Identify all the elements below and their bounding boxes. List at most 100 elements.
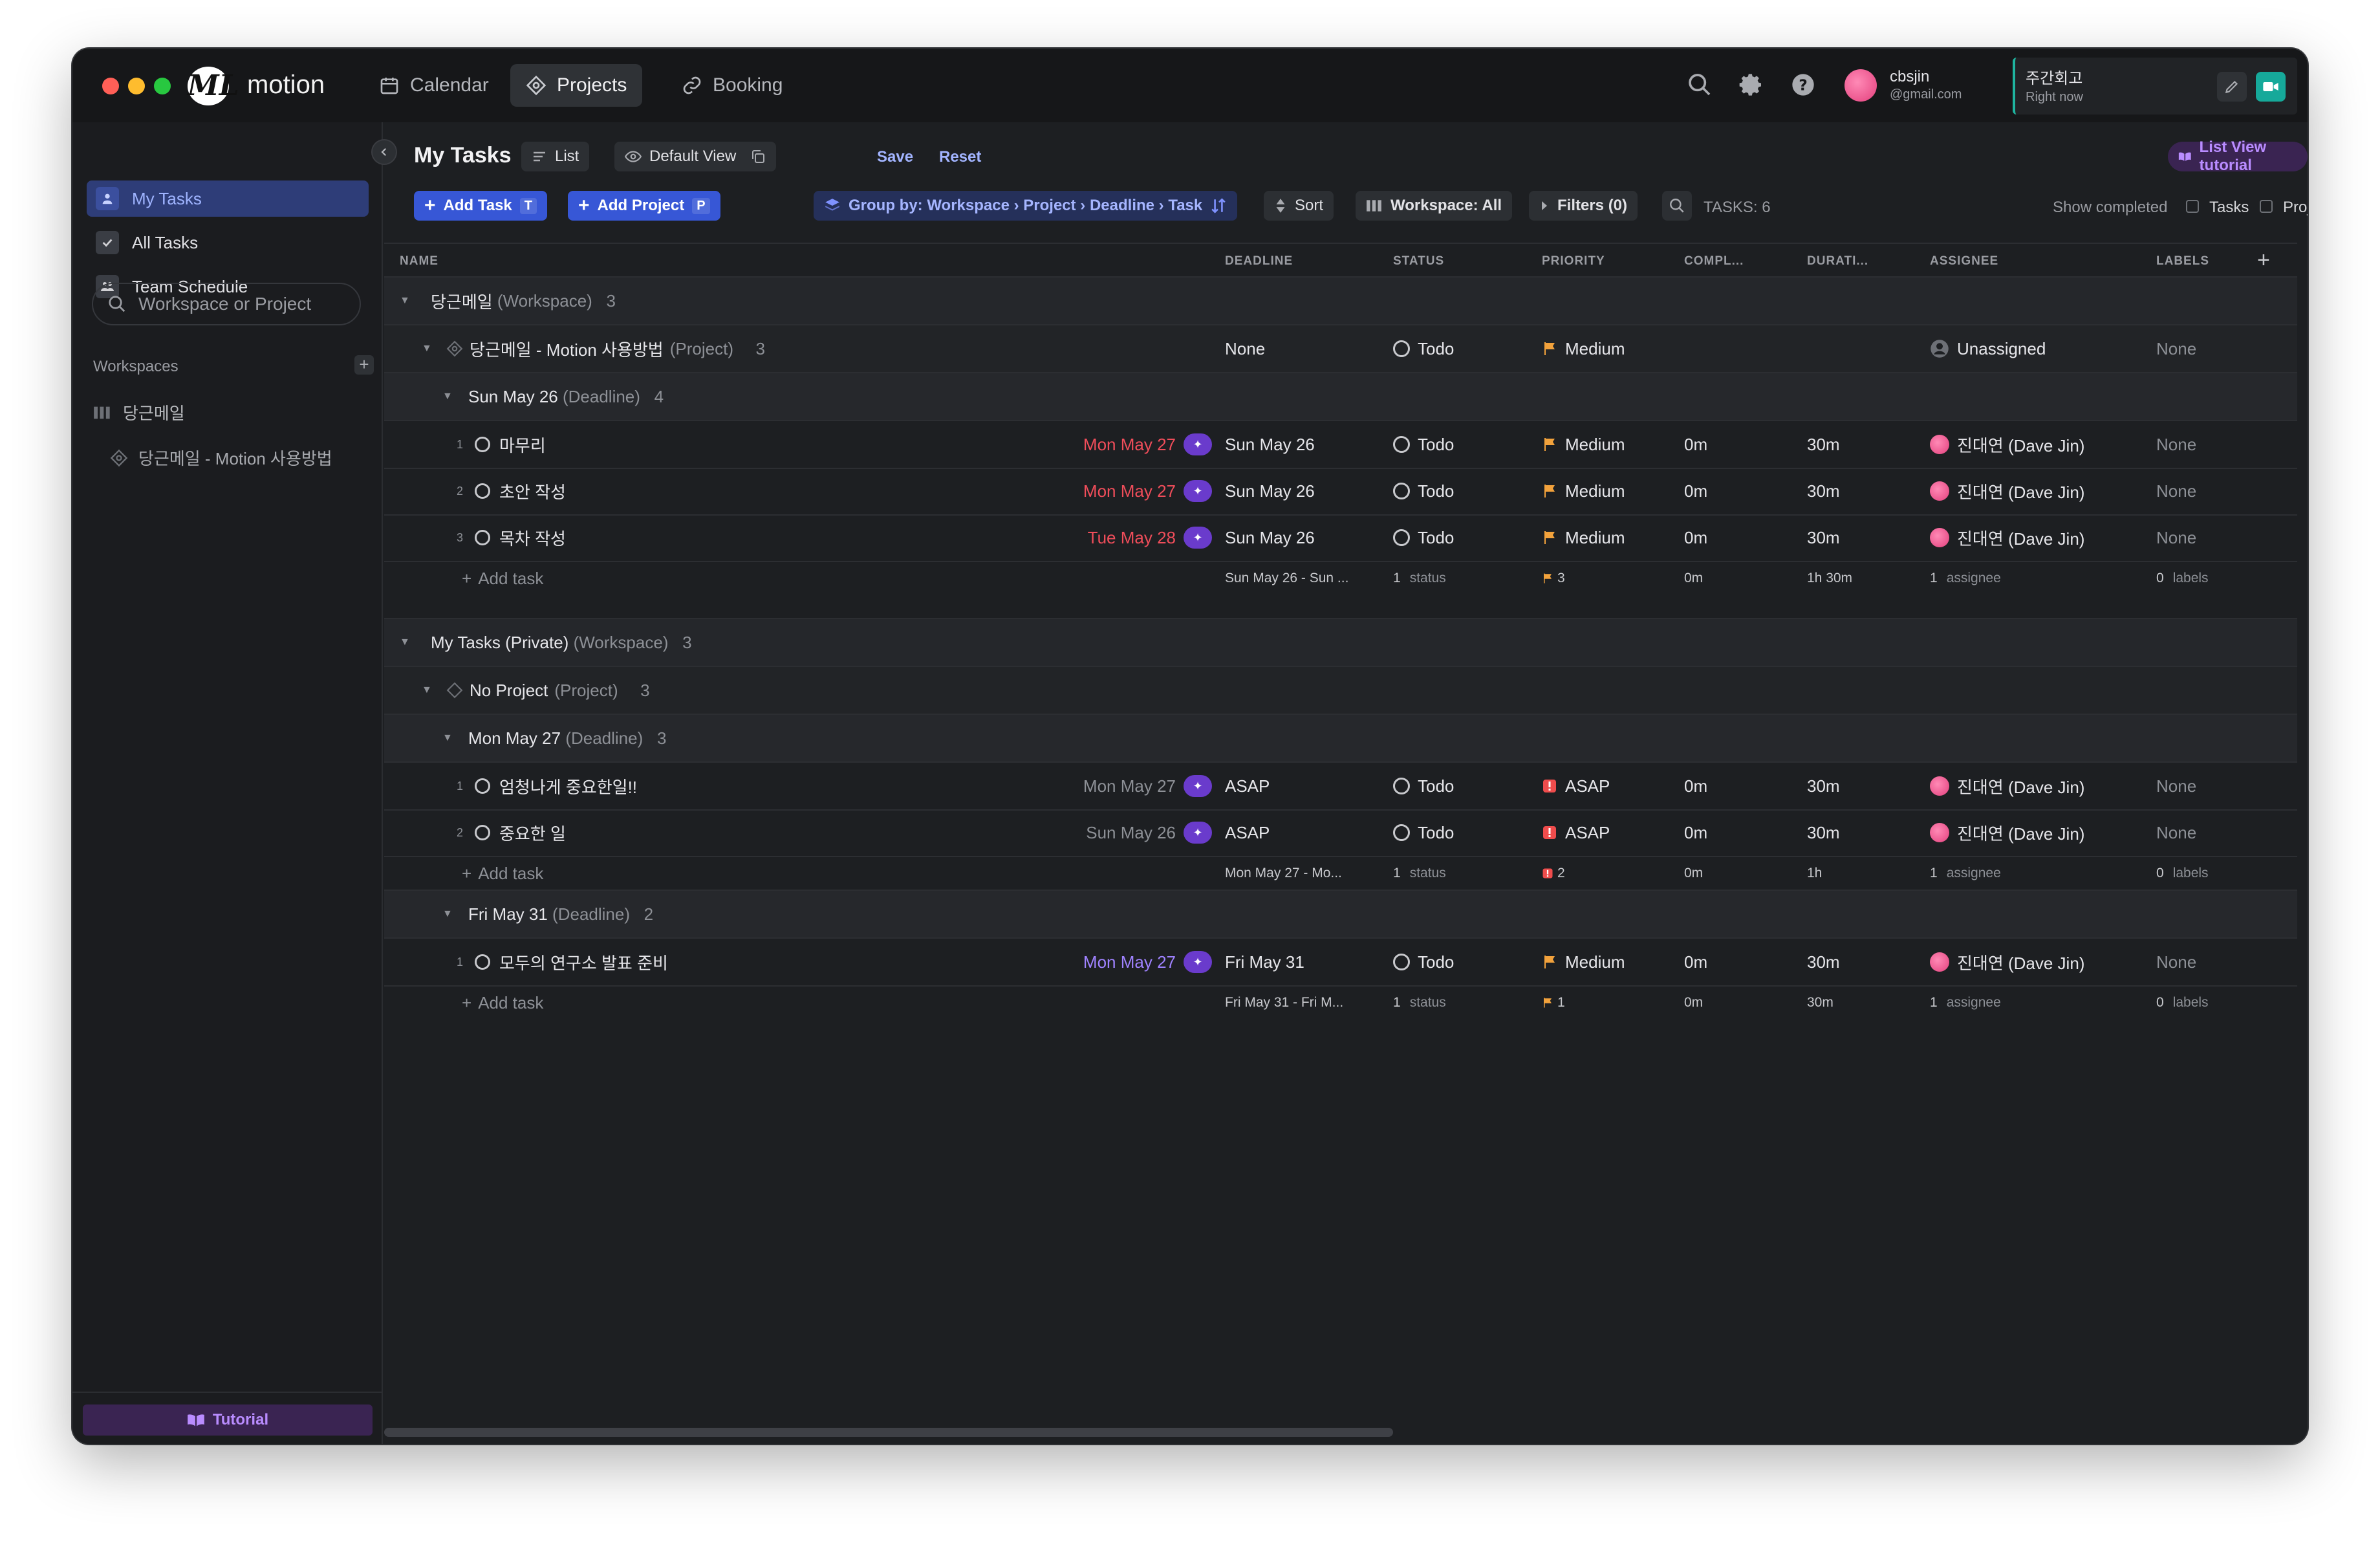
table-row[interactable]: 3 목차 작성 Tue May 28 ✦ Sun May 26 Todo Medi… bbox=[384, 514, 2297, 561]
task-duration[interactable]: 30m bbox=[1807, 952, 1840, 972]
col-labels[interactable]: LABELS bbox=[2156, 254, 2209, 268]
task-scheduled-date[interactable]: Mon May 27 ✦ bbox=[1057, 763, 1212, 809]
sidebar-project-item[interactable]: 당근메일 - Motion 사용방법 bbox=[110, 446, 332, 470]
upcoming-meeting-card[interactable]: 주간회고 Right now bbox=[2013, 58, 2297, 115]
table-row[interactable]: 2 초안 작성 Mon May 27 ✦ Sun May 26 Todo Medi… bbox=[384, 468, 2297, 514]
task-duration[interactable]: 30m bbox=[1807, 776, 1840, 796]
workspace-group-row[interactable]: ▼ 당근메일 (Workspace) 3 bbox=[384, 278, 2297, 324]
caret-down-icon[interactable]: ▼ bbox=[422, 343, 432, 354]
task-labels[interactable]: None bbox=[2156, 952, 2197, 972]
task-scheduled-date[interactable]: Mon May 27 ✦ bbox=[1057, 468, 1212, 514]
task-completed-time[interactable]: 0m bbox=[1684, 822, 1708, 842]
auto-schedule-icon[interactable]: ✦ bbox=[1184, 951, 1212, 973]
reset-view-link[interactable]: Reset bbox=[939, 148, 982, 166]
project-assignee[interactable]: Unassigned bbox=[1930, 325, 2046, 372]
task-deadline[interactable]: Sun May 26 bbox=[1225, 434, 1315, 454]
task-labels[interactable]: None bbox=[2156, 776, 2197, 796]
task-assignee[interactable]: 진대연 (Dave Jin) bbox=[1930, 421, 2084, 468]
deadline-group-row[interactable]: ▼ Mon May 27 (Deadline) 3 bbox=[384, 715, 2297, 761]
auto-schedule-icon[interactable]: ✦ bbox=[1184, 775, 1212, 797]
task-duration[interactable]: 30m bbox=[1807, 822, 1840, 842]
sort-button[interactable]: Sort bbox=[1264, 191, 1334, 221]
task-completed-time[interactable]: 0m bbox=[1684, 481, 1708, 501]
user-avatar[interactable] bbox=[1844, 69, 1877, 102]
table-row[interactable]: 1 마무리 Mon May 27 ✦ Sun May 26 Todo Medium… bbox=[384, 421, 2297, 468]
col-completed[interactable]: COMPL... bbox=[1684, 254, 1744, 268]
project-labels[interactable]: None bbox=[2156, 338, 2197, 358]
table-row[interactable]: 2 중요한 일 Sun May 26 ✦ ASAP Todo ASAP 0m 30… bbox=[384, 809, 2297, 856]
task-assignee[interactable]: 진대연 (Dave Jin) bbox=[1930, 809, 2084, 856]
task-labels[interactable]: None bbox=[2156, 822, 2197, 842]
task-scheduled-date[interactable]: Sun May 26 ✦ bbox=[1057, 809, 1212, 856]
task-assignee[interactable]: 진대연 (Dave Jin) bbox=[1930, 939, 2084, 985]
task-completed-time[interactable]: 0m bbox=[1684, 527, 1708, 547]
default-view-button[interactable]: Default View bbox=[614, 142, 777, 171]
task-labels[interactable]: None bbox=[2156, 481, 2197, 501]
task-name[interactable]: 모두의 연구소 발표 준비 bbox=[499, 953, 668, 973]
task-name[interactable]: 마무리 bbox=[499, 435, 546, 455]
edit-meeting-button[interactable] bbox=[2217, 72, 2247, 102]
task-priority[interactable]: ASAP bbox=[1542, 763, 1610, 809]
task-assignee[interactable]: 진대연 (Dave Jin) bbox=[1930, 763, 2084, 809]
task-labels[interactable]: None bbox=[2156, 434, 2197, 454]
list-view-tutorial-button[interactable]: List View tutorial bbox=[2168, 138, 2308, 174]
col-status[interactable]: STATUS bbox=[1393, 254, 1445, 268]
filters-button[interactable]: Filters (0) bbox=[1529, 191, 1638, 221]
table-row[interactable]: 1 엄청나게 중요한일!! Mon May 27 ✦ ASAP Todo ASAP… bbox=[384, 763, 2297, 809]
task-completed-time[interactable]: 0m bbox=[1684, 776, 1708, 796]
copy-icon[interactable] bbox=[750, 149, 766, 164]
add-column-button[interactable]: + bbox=[2257, 248, 2270, 272]
task-deadline[interactable]: Sun May 26 bbox=[1225, 481, 1315, 501]
task-name[interactable]: 중요한 일 bbox=[499, 824, 566, 844]
tutorial-button[interactable]: Tutorial bbox=[83, 1404, 373, 1436]
caret-down-icon[interactable]: ▼ bbox=[442, 391, 453, 402]
project-priority[interactable]: Medium bbox=[1542, 325, 1625, 372]
task-scheduled-date[interactable]: Mon May 27 ✦ bbox=[1057, 421, 1212, 468]
task-status[interactable]: Todo bbox=[1393, 763, 1454, 809]
task-complete-checkbox[interactable] bbox=[475, 825, 490, 840]
auto-schedule-icon[interactable]: ✦ bbox=[1184, 822, 1212, 844]
project-status[interactable]: Todo bbox=[1393, 325, 1454, 372]
add-task-link[interactable]: + Add task bbox=[462, 562, 543, 595]
horizontal-scrollbar[interactable] bbox=[384, 1428, 1393, 1437]
project-deadline[interactable]: None bbox=[1225, 338, 1266, 358]
task-deadline[interactable]: Fri May 31 bbox=[1225, 952, 1304, 972]
task-scheduled-date[interactable]: Tue May 28 ✦ bbox=[1057, 514, 1212, 561]
workspace-group-row[interactable]: ▼ My Tasks (Private) (Workspace) 3 bbox=[384, 619, 2297, 666]
search-icon[interactable] bbox=[1687, 72, 1713, 98]
project-group-row[interactable]: ▼ 당근메일 - Motion 사용방법 (Project) 3 None To… bbox=[384, 325, 2297, 372]
task-complete-checkbox[interactable] bbox=[475, 437, 490, 452]
col-assignee[interactable]: ASSIGNEE bbox=[1930, 254, 1999, 268]
help-icon[interactable]: ? bbox=[1790, 72, 1816, 98]
task-duration[interactable]: 30m bbox=[1807, 527, 1840, 547]
task-name[interactable]: 목차 작성 bbox=[499, 529, 566, 549]
task-name[interactable]: 엄청나게 중요한일!! bbox=[499, 777, 638, 797]
add-project-button[interactable]: + Add Project P bbox=[568, 191, 720, 221]
task-priority[interactable]: Medium bbox=[1542, 421, 1625, 468]
project-group-row[interactable]: ▼ No Project (Project) 3 bbox=[384, 667, 2297, 714]
nav-booking[interactable]: Booking bbox=[666, 64, 798, 107]
table-search-button[interactable] bbox=[1662, 191, 1692, 221]
sidebar-item-all-tasks[interactable]: All Tasks bbox=[87, 224, 369, 261]
col-deadline[interactable]: DEADLINE bbox=[1225, 254, 1293, 268]
task-assignee[interactable]: 진대연 (Dave Jin) bbox=[1930, 468, 2084, 514]
collapse-sidebar-button[interactable] bbox=[371, 139, 397, 165]
caret-down-icon[interactable]: ▼ bbox=[442, 732, 453, 743]
col-name[interactable]: NAME bbox=[400, 254, 438, 268]
task-deadline[interactable]: ASAP bbox=[1225, 822, 1270, 842]
task-duration[interactable]: 30m bbox=[1807, 434, 1840, 454]
add-workspace-button[interactable]: + bbox=[354, 355, 374, 375]
task-complete-checkbox[interactable] bbox=[475, 954, 490, 970]
auto-schedule-icon[interactable]: ✦ bbox=[1184, 527, 1212, 549]
caret-down-icon[interactable]: ▼ bbox=[422, 684, 432, 695]
list-view-button[interactable]: List bbox=[521, 142, 590, 171]
task-complete-checkbox[interactable] bbox=[475, 778, 490, 794]
add-task-link[interactable]: + Add task bbox=[462, 987, 543, 1019]
task-assignee[interactable]: 진대연 (Dave Jin) bbox=[1930, 514, 2084, 561]
auto-schedule-icon[interactable]: ✦ bbox=[1184, 433, 1212, 455]
close-window-button[interactable] bbox=[102, 78, 119, 94]
join-video-button[interactable] bbox=[2256, 72, 2286, 102]
col-priority[interactable]: PRIORITY bbox=[1542, 254, 1605, 268]
show-completed-projects-checkbox[interactable] bbox=[2260, 200, 2273, 213]
task-priority[interactable]: ASAP bbox=[1542, 809, 1610, 856]
